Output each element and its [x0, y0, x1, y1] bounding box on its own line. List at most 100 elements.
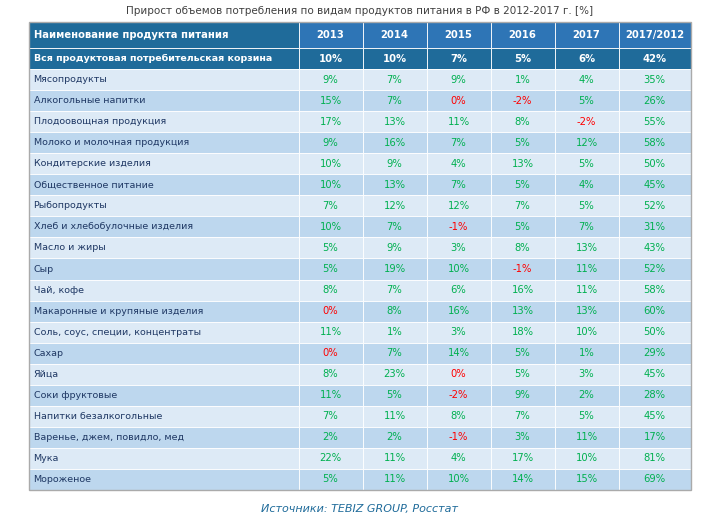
Text: 2016: 2016 — [508, 30, 536, 40]
Text: 43%: 43% — [644, 243, 666, 253]
Bar — [298, 279, 362, 300]
Text: Сахар: Сахар — [34, 348, 63, 357]
Text: 5%: 5% — [579, 201, 595, 211]
Text: 5%: 5% — [515, 222, 531, 232]
Text: Соки фруктовые: Соки фруктовые — [34, 391, 116, 400]
Text: 45%: 45% — [644, 411, 666, 421]
Bar — [554, 259, 618, 279]
Bar — [29, 69, 298, 90]
Bar — [618, 216, 690, 238]
Bar — [298, 216, 362, 238]
Text: 5%: 5% — [514, 53, 531, 63]
Bar — [298, 22, 362, 48]
Bar — [362, 90, 426, 111]
Bar — [362, 448, 426, 469]
Text: Наименование продукта питания: Наименование продукта питания — [34, 30, 228, 40]
Text: 11%: 11% — [383, 475, 406, 485]
Text: Источники: TEBIZ GROUP, Росстат: Источники: TEBIZ GROUP, Росстат — [261, 504, 458, 514]
Text: 10%: 10% — [383, 53, 406, 63]
Bar — [426, 195, 490, 216]
Bar — [362, 364, 426, 385]
Text: Чай, кофе: Чай, кофе — [34, 286, 83, 295]
Text: 1%: 1% — [515, 74, 531, 84]
Bar — [298, 111, 362, 132]
Bar — [298, 132, 362, 153]
Text: 50%: 50% — [644, 327, 666, 337]
Bar — [29, 238, 298, 259]
Bar — [426, 22, 490, 48]
Text: 5%: 5% — [515, 348, 531, 358]
Bar — [362, 48, 426, 69]
Text: -1%: -1% — [513, 264, 532, 274]
Text: 16%: 16% — [383, 138, 406, 148]
Bar — [426, 259, 490, 279]
Bar — [618, 90, 690, 111]
Text: 10%: 10% — [447, 264, 470, 274]
Bar — [554, 195, 618, 216]
Bar — [426, 406, 490, 427]
Bar — [298, 69, 362, 90]
Bar — [29, 111, 298, 132]
Bar — [29, 322, 298, 343]
Text: 9%: 9% — [323, 138, 339, 148]
Bar — [362, 174, 426, 195]
Bar — [426, 216, 490, 238]
Bar — [618, 238, 690, 259]
Text: 17%: 17% — [511, 454, 533, 464]
Bar — [29, 385, 298, 406]
Bar — [362, 259, 426, 279]
Text: 4%: 4% — [579, 74, 595, 84]
Bar — [362, 132, 426, 153]
Text: 2017: 2017 — [572, 30, 600, 40]
Text: 7%: 7% — [579, 222, 595, 232]
Bar — [362, 469, 426, 490]
Text: 69%: 69% — [644, 475, 666, 485]
Text: 6%: 6% — [451, 285, 467, 295]
Text: 2013: 2013 — [316, 30, 344, 40]
Text: 11%: 11% — [575, 432, 597, 442]
Bar — [490, 300, 554, 322]
Text: 19%: 19% — [383, 264, 406, 274]
Bar — [554, 132, 618, 153]
Bar — [298, 406, 362, 427]
Text: Алкогольные напитки: Алкогольные напитки — [34, 96, 145, 105]
Text: 5%: 5% — [387, 390, 403, 400]
Bar — [362, 153, 426, 174]
Bar — [490, 364, 554, 385]
Text: 11%: 11% — [447, 117, 470, 127]
Text: 3%: 3% — [451, 327, 467, 337]
Bar — [490, 343, 554, 364]
Text: 11%: 11% — [383, 454, 406, 464]
Bar — [490, 174, 554, 195]
Bar — [29, 216, 298, 238]
Bar — [554, 111, 618, 132]
Bar — [490, 22, 554, 48]
Bar — [618, 469, 690, 490]
Text: 52%: 52% — [644, 201, 666, 211]
Bar — [618, 22, 690, 48]
Bar — [426, 343, 490, 364]
Bar — [618, 364, 690, 385]
Text: 42%: 42% — [643, 53, 667, 63]
Bar — [618, 111, 690, 132]
Text: 11%: 11% — [575, 264, 597, 274]
Text: 4%: 4% — [579, 180, 595, 190]
Text: 35%: 35% — [644, 74, 666, 84]
Text: -2%: -2% — [449, 390, 468, 400]
Bar — [618, 48, 690, 69]
Bar — [490, 48, 554, 69]
Bar — [554, 69, 618, 90]
Text: 5%: 5% — [579, 159, 595, 169]
Bar — [298, 238, 362, 259]
Text: Мясопродукты: Мясопродукты — [34, 75, 107, 84]
Bar — [426, 469, 490, 490]
Text: 52%: 52% — [644, 264, 666, 274]
Bar — [554, 406, 618, 427]
Bar — [490, 279, 554, 300]
Text: 17%: 17% — [319, 117, 342, 127]
Bar — [426, 132, 490, 153]
Text: 8%: 8% — [387, 306, 403, 316]
Bar — [618, 343, 690, 364]
Bar — [426, 385, 490, 406]
Bar — [426, 174, 490, 195]
